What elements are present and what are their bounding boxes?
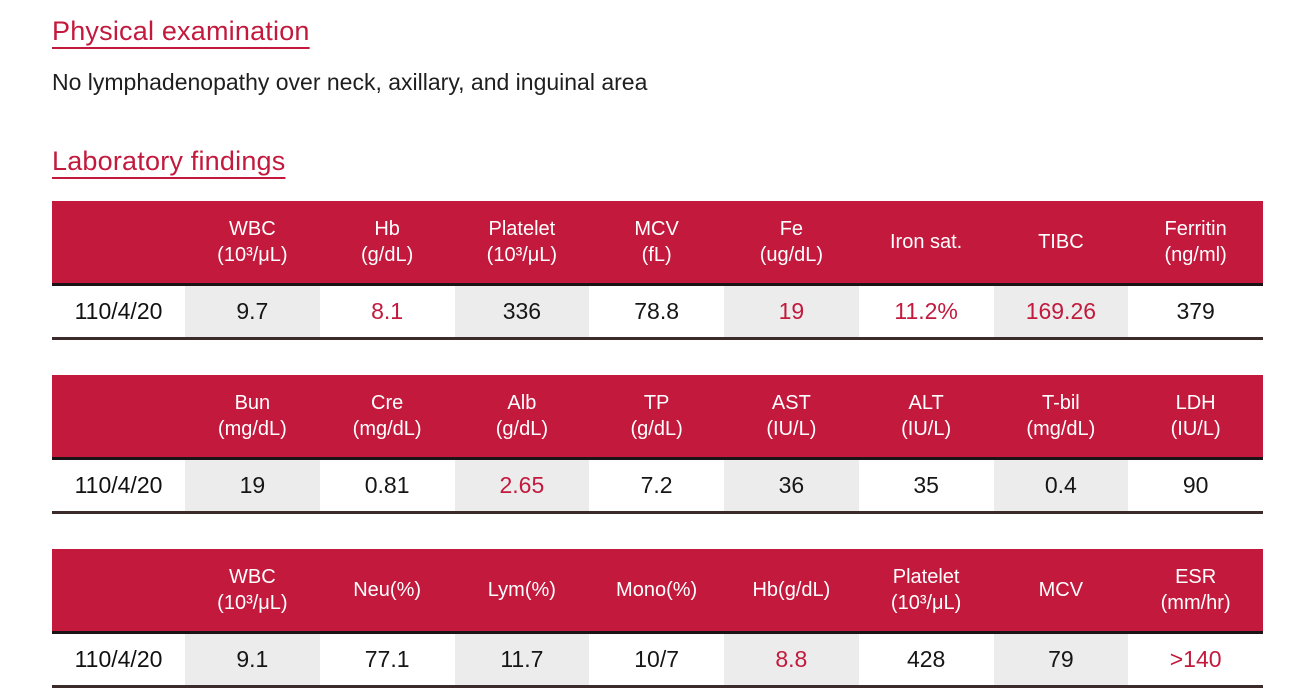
column-header-empty [52, 549, 185, 634]
section-title-laboratory-findings: Laboratory findings [52, 146, 286, 176]
lab-table-cbc-differential: WBC (10³/μL) Neu(%) Lym(%) Mono(%) Hb(g/dL) P… [52, 549, 1263, 688]
value-cell: 79 [993, 632, 1129, 688]
value-cell: 379 [1128, 284, 1263, 340]
value-cell-abnormal: 19 [724, 284, 859, 340]
value-cell: 428 [858, 632, 994, 688]
column-header: AST (IU/L) [724, 375, 859, 460]
column-header: Alb (g/dL) [454, 375, 590, 460]
column-header: TIBC [993, 201, 1129, 286]
table-row: 110/4/20 19 0.81 2.65 7.2 36 35 0.4 90 [52, 458, 1263, 514]
column-header: T-bil (mg/dL) [993, 375, 1129, 460]
value-cell: 9.1 [185, 632, 320, 688]
column-header: TP (g/dL) [589, 375, 724, 460]
lab-table-cbc-iron-profile: WBC (10³/μL) Hb (g/dL) Platelet (10³/μL) MC… [52, 201, 1263, 340]
value-cell: 336 [454, 284, 590, 340]
value-cell-abnormal: 8.1 [319, 284, 455, 340]
value-cell-abnormal: 11.2% [858, 284, 994, 340]
value-cell: 36 [724, 458, 859, 514]
row-date: 110/4/20 [52, 458, 185, 514]
row-date: 110/4/20 [52, 632, 185, 688]
value-cell: 7.2 [589, 458, 724, 514]
column-header: Neu(%) [319, 549, 455, 634]
slide: Physical examination No lymphadenopathy … [52, 16, 1263, 688]
value-cell-abnormal: >140 [1128, 632, 1263, 688]
column-header: Platelet (10³/μL) [858, 549, 994, 634]
column-header: Hb (g/dL) [319, 201, 455, 286]
physical-exam-finding: No lymphadenopathy over neck, axillary, … [52, 69, 648, 95]
value-cell: 78.8 [589, 284, 724, 340]
value-cell: 9.7 [185, 284, 320, 340]
value-cell: 0.4 [993, 458, 1129, 514]
column-header: MCV (fL) [589, 201, 724, 286]
value-cell-abnormal: 169.26 [993, 284, 1129, 340]
header-row: WBC (10³/μL) Hb (g/dL) Platelet (10³/μL) MC… [52, 201, 1263, 286]
value-cell: 10/7 [589, 632, 724, 688]
column-header: ALT (IU/L) [858, 375, 994, 460]
column-header: WBC (10³/μL) [185, 201, 320, 286]
value-cell-abnormal: 2.65 [454, 458, 590, 514]
column-header: Iron sat. [858, 201, 994, 286]
column-header: Cre (mg/dL) [319, 375, 455, 460]
column-header-empty [52, 375, 185, 460]
column-header: Hb(g/dL) [724, 549, 859, 634]
header-row: WBC (10³/μL) Neu(%) Lym(%) Mono(%) Hb(g/dL) P… [52, 549, 1263, 634]
section-title-physical-examination: Physical examination [52, 16, 310, 46]
lab-tables: WBC (10³/μL) Hb (g/dL) Platelet (10³/μL) MC… [52, 201, 1263, 688]
value-cell: 19 [185, 458, 320, 514]
column-header: Lym(%) [454, 549, 590, 634]
column-header: WBC (10³/μL) [185, 549, 320, 634]
column-header: ESR (mm/hr) [1128, 549, 1263, 634]
column-header: Mono(%) [589, 549, 724, 634]
lab-table-biochemistry: Bun (mg/dL) Cre (mg/dL) Alb (g/dL) TP (g/dL… [52, 375, 1263, 514]
table-row: 110/4/20 9.1 77.1 11.7 10/7 8.8 428 79 >140 [52, 632, 1263, 688]
value-cell-abnormal: 8.8 [724, 632, 859, 688]
row-date: 110/4/20 [52, 284, 185, 340]
column-header: Platelet (10³/μL) [454, 201, 590, 286]
table-row: 110/4/20 9.7 8.1 336 78.8 19 11.2% 169.26 379 [52, 284, 1263, 340]
column-header-empty [52, 201, 185, 286]
header-row: Bun (mg/dL) Cre (mg/dL) Alb (g/dL) TP (g/dL… [52, 375, 1263, 460]
column-header: Bun (mg/dL) [185, 375, 320, 460]
value-cell: 35 [858, 458, 994, 514]
column-header: Fe (ug/dL) [724, 201, 859, 286]
value-cell: 90 [1128, 458, 1263, 514]
column-header: Ferritin (ng/ml) [1128, 201, 1263, 286]
column-header: MCV [993, 549, 1129, 634]
value-cell: 0.81 [319, 458, 455, 514]
value-cell: 77.1 [319, 632, 455, 688]
value-cell: 11.7 [454, 632, 590, 688]
column-header: LDH (IU/L) [1128, 375, 1263, 460]
